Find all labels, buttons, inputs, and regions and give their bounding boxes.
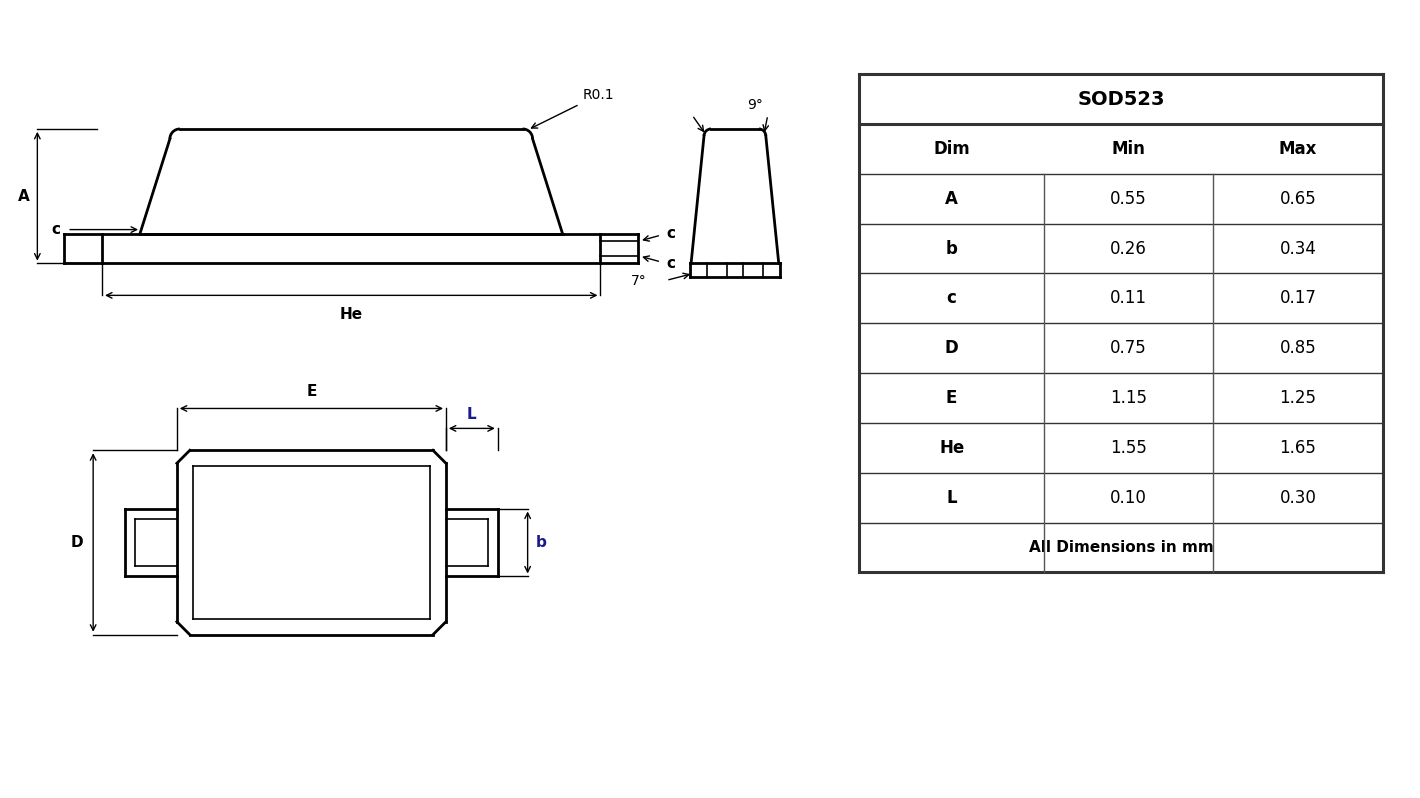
Text: 0.10: 0.10 — [1110, 488, 1147, 507]
Text: 0.85: 0.85 — [1279, 339, 1316, 358]
Text: E: E — [307, 384, 317, 398]
Text: 1.65: 1.65 — [1279, 439, 1316, 456]
Text: 0.26: 0.26 — [1110, 239, 1147, 258]
Text: A: A — [946, 190, 958, 207]
Text: D: D — [71, 535, 84, 550]
Text: 1.55: 1.55 — [1110, 439, 1147, 456]
Text: Max: Max — [1279, 140, 1318, 158]
Text: Min: Min — [1112, 140, 1146, 158]
Text: L: L — [946, 488, 957, 507]
Text: L: L — [467, 408, 477, 422]
Text: 0.17: 0.17 — [1279, 290, 1316, 307]
Text: D: D — [944, 339, 959, 358]
Text: c: c — [666, 256, 674, 271]
Text: c: c — [666, 226, 674, 240]
Text: b: b — [535, 535, 547, 550]
Text: 1.15: 1.15 — [1110, 389, 1147, 407]
Text: c: c — [51, 222, 60, 237]
Text: SOD523: SOD523 — [1078, 89, 1164, 109]
Text: 1.25: 1.25 — [1279, 389, 1316, 407]
Text: He: He — [939, 439, 964, 456]
Text: R0.1: R0.1 — [531, 88, 613, 128]
Text: 0.75: 0.75 — [1110, 339, 1147, 358]
Text: b: b — [946, 239, 957, 258]
Text: Dim: Dim — [933, 140, 970, 158]
Text: All Dimensions in mm: All Dimensions in mm — [1028, 540, 1214, 555]
Text: 0.65: 0.65 — [1279, 190, 1316, 207]
Text: 9°: 9° — [747, 98, 763, 112]
Text: A: A — [17, 188, 30, 203]
Text: 0.11: 0.11 — [1110, 290, 1147, 307]
Text: 0.34: 0.34 — [1279, 239, 1316, 258]
Text: c: c — [947, 290, 957, 307]
Text: 0.30: 0.30 — [1279, 488, 1316, 507]
Text: 0.55: 0.55 — [1110, 190, 1147, 207]
Text: He: He — [339, 307, 364, 322]
Text: E: E — [946, 389, 957, 407]
Text: 7°: 7° — [632, 275, 648, 288]
